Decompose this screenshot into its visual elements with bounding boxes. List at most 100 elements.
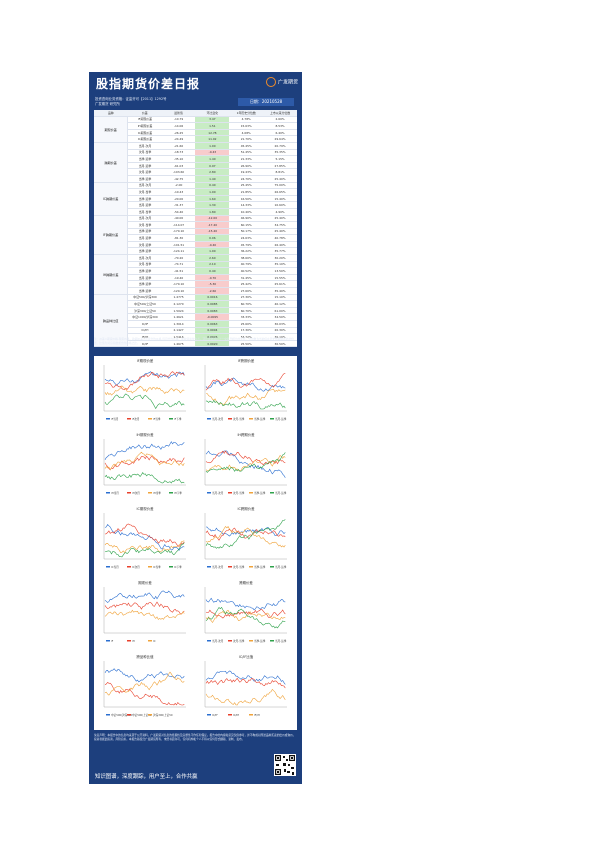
table-cell: -0.0095	[195, 313, 230, 321]
table-cell: -12.00	[195, 215, 230, 223]
table-cell: 1.00	[195, 247, 230, 256]
slogan: 知识图谱，深度跟踪，用户至上，合作共赢	[95, 774, 198, 780]
series-line	[205, 597, 286, 611]
table-cell: 8.81%	[263, 168, 297, 176]
table-cell: -26.25	[161, 129, 196, 137]
legend-label: 沪深300/上证50	[153, 713, 173, 717]
table-cell: 45.79%	[229, 241, 264, 249]
legend-label: 当季-远季	[254, 491, 266, 495]
table-row: IC/IF 1.4675 0.0020 25.50% 30.50%	[94, 340, 297, 348]
chart-title: IF跨期价差	[237, 359, 255, 363]
legend-label: 次月-当季	[233, 491, 245, 495]
column-header: 最新值	[161, 110, 196, 117]
date-label: 日期：	[249, 99, 262, 104]
table-cell: 21.33%	[229, 155, 264, 163]
table-cell: IH期现价差	[127, 122, 162, 130]
table-cell: -14.06	[161, 122, 196, 130]
table-cell: 1.80	[195, 208, 230, 216]
legend-label: 中证500/上证50	[132, 713, 152, 717]
chart: IF跨期价差 当月-次月 次月-当季 当季-远季 当月-远季	[199, 358, 293, 426]
table-cell: 1.40	[195, 155, 230, 163]
series-line	[205, 688, 286, 706]
table-cell: -101.51	[161, 241, 196, 249]
legend-label: IC次月	[132, 565, 140, 569]
series-line	[205, 399, 286, 410]
table-cell: -2.00	[161, 182, 196, 190]
table-cell: IC/IF	[127, 340, 162, 348]
legend-swatch	[249, 714, 253, 716]
legend-swatch	[207, 418, 211, 420]
table-cell: 4.90%	[263, 208, 297, 216]
table-cell: -10.79	[161, 116, 196, 124]
table-cell: 24.63%	[229, 234, 264, 242]
table-cell: 0.40	[195, 182, 230, 190]
table-cell: IC期现价差	[127, 135, 162, 143]
table-cell: 当季-远季	[127, 267, 162, 275]
legend-label: 中证500/沪深300	[111, 713, 132, 717]
column-header: 1年历史分位数	[229, 110, 264, 117]
table-cell: 24.70%	[229, 175, 264, 183]
table-cell: -170.10	[161, 228, 196, 236]
series-line	[205, 452, 286, 473]
table-cell: 当季-远季	[127, 195, 162, 203]
table-row: 中证1000/沪深300 1.4621 -0.0095 33.33% 34.50%	[94, 313, 297, 321]
table-row: 当季-远季 -41.51 0.40 40.52% 13.50%	[94, 267, 297, 275]
legend-label: 当月-远季	[275, 565, 287, 569]
legend-label: IC当月	[111, 565, 119, 569]
table-cell: 75.00%	[263, 182, 297, 190]
legend-swatch	[249, 566, 253, 568]
table-cell: 25.60%	[229, 320, 264, 328]
table-row: IH期现价差 -14.06 1.51 15.63% 8.53%	[94, 122, 297, 130]
legend-label: IC下季	[174, 565, 182, 569]
table-cell: -0.43	[195, 149, 230, 157]
chart-plot: IC当月 IC次月 IC当季 IC下季	[103, 513, 186, 569]
table-cell: -103.60	[161, 168, 196, 176]
table-cell: -70.20	[161, 254, 196, 262]
table-cell: 当季-远季	[127, 175, 162, 183]
table-cell: 26.65%	[263, 188, 297, 196]
legend-swatch	[207, 640, 211, 642]
table-cell: 25.50%	[229, 340, 264, 348]
table-cell: 53.72%	[229, 333, 264, 341]
table-cell: 0.0020	[195, 340, 230, 348]
chart-axis	[204, 439, 287, 486]
table-cell: 36.22%	[229, 247, 264, 256]
series-line	[104, 681, 185, 706]
column-header: 上市以来分位数	[263, 110, 297, 117]
table-cell: 33.33%	[229, 313, 264, 321]
legend-label: 当月-次月	[212, 491, 224, 495]
table-cell: 61.00%	[263, 307, 297, 315]
table-cell: 27.85%	[263, 162, 297, 170]
legend-label: IC当季	[153, 565, 161, 569]
legend-label: IF当月	[111, 417, 119, 421]
table-cell: 当月-次月	[127, 142, 162, 150]
table-cell: 10.40%	[229, 208, 264, 216]
table-cell: 30.20%	[263, 254, 297, 262]
spread-table: 品种 价差 最新值 环比变化 1年历史分位数 上市以来分位数 期现价差 IF期现价差 -10.…	[94, 110, 297, 348]
table-cell: 中证500/上证50	[127, 300, 162, 308]
table-cell: 3.47	[195, 116, 230, 124]
logo-text: 广发期货	[278, 79, 299, 86]
table-cell: 40.52%	[229, 267, 264, 275]
series-line	[205, 450, 286, 466]
table-cell: 60.15%	[229, 221, 264, 229]
series-line	[104, 523, 185, 547]
legend-swatch	[127, 640, 131, 642]
table-row: 期现价差 IF期现价差 -10.79 3.47 4.78% 2.60%	[94, 116, 297, 143]
table-cell: -2.60	[195, 287, 230, 295]
legend-label: IH当月	[111, 491, 119, 495]
table-cell: 当季-远季	[127, 155, 162, 163]
group-label: 跨期价差	[94, 142, 129, 183]
table-cell: 38.60%	[229, 254, 264, 262]
logo-mark-icon	[266, 77, 276, 87]
legend-swatch	[106, 492, 110, 494]
table-cell: -74.71	[161, 261, 196, 269]
table-cell: -41.51	[161, 267, 196, 275]
series-line	[205, 609, 286, 624]
column-header: 环比变化	[195, 110, 230, 117]
table-cell: 15.63%	[229, 122, 264, 130]
table-cell: 1.3014	[161, 320, 196, 328]
legend-label: 当季-远季	[254, 417, 266, 421]
column-header: 品种	[94, 110, 128, 117]
table-cell: 34.75%	[263, 221, 297, 229]
